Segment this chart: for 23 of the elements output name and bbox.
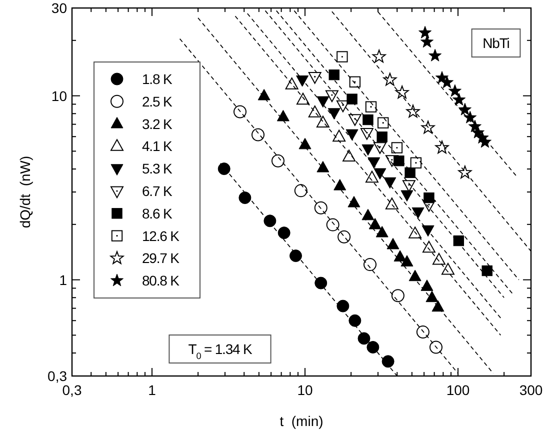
- y-tick-label: 30: [51, 0, 68, 16]
- x-tick-label: 300: [519, 382, 543, 398]
- x-tick-label: 1: [148, 382, 156, 398]
- y-tick-label: 1: [59, 272, 68, 288]
- legend-label: 12.6 K: [142, 228, 180, 244]
- legend-label: 1.8 K: [142, 71, 173, 87]
- legend-label: 5.3 K: [142, 160, 173, 177]
- annotation: T$_{0}$ = 1.34 K: [188, 341, 253, 361]
- legend-label: 3.2 K: [142, 116, 173, 132]
- x-tick-label: 0,3: [62, 382, 82, 398]
- annotation: NbTi: [482, 35, 510, 51]
- x-tick-label: 100: [446, 382, 470, 398]
- x-tick-label: 10: [297, 382, 313, 398]
- legend-label: 80.8 K: [142, 272, 180, 289]
- y-tick-label: 0,3: [48, 368, 68, 384]
- legend-label: 4.1 K: [142, 138, 173, 154]
- legend-label: 2.5 K: [142, 93, 173, 110]
- legend-label: 6.7 K: [142, 183, 173, 199]
- legend-label: 29.7 K: [142, 250, 180, 266]
- y-tick-label: 10: [51, 88, 68, 104]
- x-axis-title: t (min): [280, 413, 324, 429]
- legend-label: 8.6 K: [142, 205, 173, 222]
- y-axis-title: dQ/dt (nW): [17, 156, 33, 228]
